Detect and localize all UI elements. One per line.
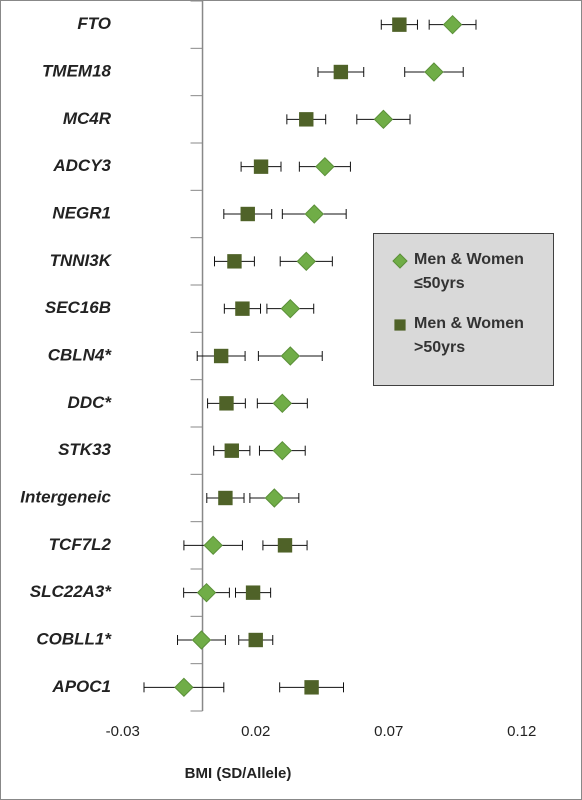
category-label: STK33 (58, 440, 111, 459)
marker-square (394, 319, 406, 331)
marker-square (299, 112, 314, 127)
category-label: MC4R (63, 109, 112, 128)
marker-diamond (280, 298, 301, 319)
marker-square (253, 159, 269, 174)
marker-square (248, 632, 263, 648)
legend-entry: Men & Women ≤50yrs (392, 248, 545, 296)
marker-square (219, 396, 234, 411)
marker-square (213, 348, 229, 364)
marker-diamond (424, 62, 444, 82)
legend: Men & Women ≤50yrs Men & Women >50yrs (373, 233, 554, 386)
marker-square (235, 301, 250, 316)
marker-square (227, 254, 242, 269)
category-label: ADCY3 (52, 156, 111, 175)
legend-label: Men & Women >50yrs (414, 315, 524, 356)
category-label: TCF7L2 (49, 535, 112, 554)
legend-entry: Men & Women >50yrs (392, 312, 545, 360)
marker-diamond (272, 440, 293, 461)
category-label: APOC1 (51, 677, 111, 696)
x-tick-label: 0.07 (374, 723, 403, 740)
x-axis-label: BMI (SD/Allele) (185, 765, 292, 782)
x-tick-label: -0.03 (106, 723, 140, 740)
category-label: CBLN4* (48, 345, 113, 364)
category-label: NEGR1 (52, 203, 111, 222)
marker-diamond (442, 14, 463, 35)
marker-diamond (392, 253, 408, 269)
category-label: FTO (77, 14, 111, 33)
category-label: TMEM18 (42, 61, 112, 80)
marker-diamond (264, 488, 285, 508)
marker-square (392, 17, 407, 32)
marker-square (224, 443, 239, 458)
marker-diamond (272, 393, 293, 414)
category-label: DDC* (68, 393, 113, 412)
category-label: TNNI3K (50, 251, 113, 270)
legend-icon (392, 253, 408, 269)
marker-diamond (203, 535, 223, 556)
marker-diamond (196, 582, 217, 603)
marker-square (245, 585, 261, 600)
category-label: COBLL1* (36, 629, 112, 648)
marker-diamond (315, 156, 335, 177)
marker-square (277, 538, 293, 553)
category-label: SEC16B (45, 298, 111, 317)
marker-diamond (280, 346, 301, 366)
marker-diamond (304, 204, 324, 224)
marker-diamond (174, 677, 194, 698)
marker-square (304, 680, 319, 695)
marker-diamond (373, 109, 394, 130)
marker-square (240, 206, 255, 222)
legend-label: Men & Women ≤50yrs (414, 251, 524, 292)
category-label: SLC22A3* (30, 582, 113, 601)
marker-diamond (296, 251, 316, 272)
marker-square (218, 490, 233, 506)
legend-icon (394, 319, 406, 331)
marker-diamond (191, 630, 212, 650)
x-tick-label: 0.12 (507, 723, 536, 740)
x-tick-label: 0.02 (241, 723, 270, 740)
marker-square (333, 64, 349, 80)
category-label: Intergeneic (20, 487, 111, 506)
